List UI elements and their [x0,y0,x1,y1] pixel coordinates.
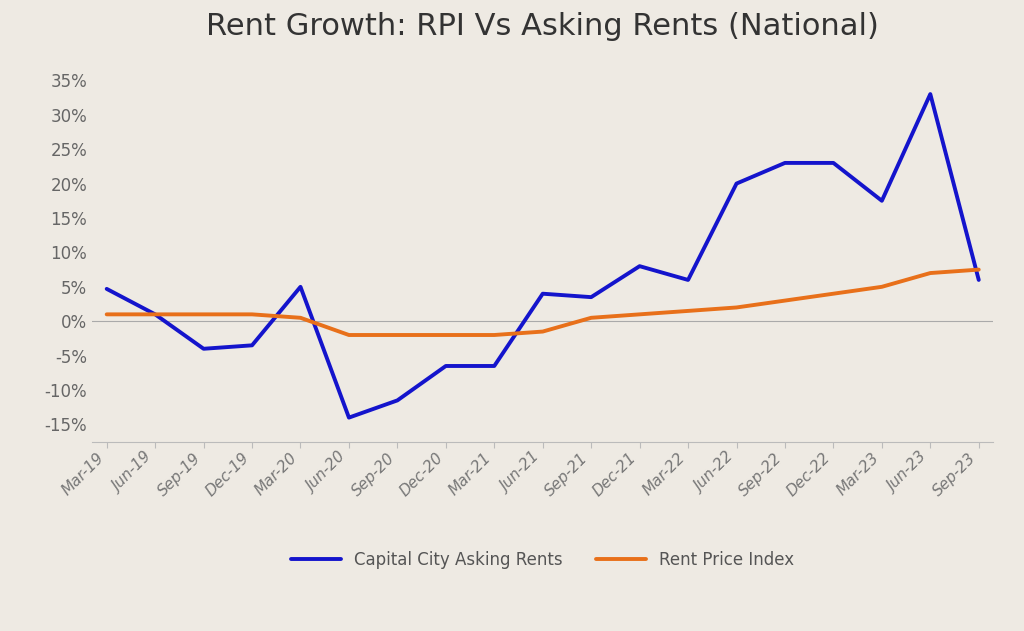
Capital City Asking Rents [343,414,355,422]
Line: Rent Price Index: Rent Price Index [106,269,979,335]
Capital City Asking Rents [779,159,792,167]
Rent Price Index [634,310,646,318]
Capital City Asking Rents [488,362,501,370]
Rent Price Index [343,331,355,339]
Capital City Asking Rents [827,159,840,167]
Capital City Asking Rents [973,276,985,284]
Rent Price Index [537,327,549,335]
Rent Price Index [585,314,597,322]
Capital City Asking Rents [100,285,113,293]
Rent Price Index [294,314,306,322]
Rent Price Index [779,297,792,304]
Capital City Asking Rents [876,197,888,204]
Capital City Asking Rents [391,397,403,404]
Capital City Asking Rents [585,293,597,301]
Rent Price Index [198,310,210,318]
Rent Price Index [439,331,452,339]
Capital City Asking Rents [198,345,210,353]
Title: Rent Growth: RPI Vs Asking Rents (National): Rent Growth: RPI Vs Asking Rents (Nation… [206,13,880,41]
Capital City Asking Rents [924,90,936,98]
Capital City Asking Rents [246,341,258,349]
Rent Price Index [391,331,403,339]
Line: Capital City Asking Rents: Capital City Asking Rents [106,94,979,418]
Capital City Asking Rents [537,290,549,297]
Rent Price Index [730,304,742,311]
Rent Price Index [924,269,936,277]
Capital City Asking Rents [634,262,646,270]
Rent Price Index [100,310,113,318]
Capital City Asking Rents [294,283,306,291]
Rent Price Index [973,266,985,273]
Rent Price Index [246,310,258,318]
Capital City Asking Rents [150,310,162,318]
Rent Price Index [682,307,694,315]
Capital City Asking Rents [682,276,694,284]
Legend: Capital City Asking Rents, Rent Price Index: Capital City Asking Rents, Rent Price In… [283,543,803,577]
Rent Price Index [827,290,840,297]
Rent Price Index [876,283,888,291]
Rent Price Index [150,310,162,318]
Capital City Asking Rents [730,180,742,187]
Capital City Asking Rents [439,362,452,370]
Rent Price Index [488,331,501,339]
